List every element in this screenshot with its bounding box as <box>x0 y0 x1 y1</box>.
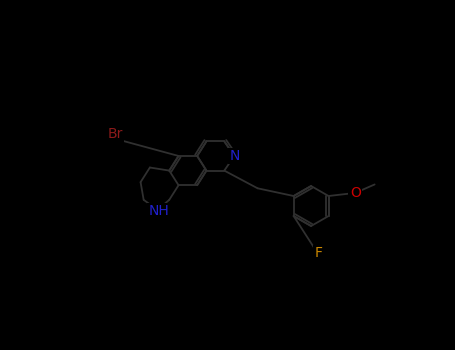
Text: N: N <box>229 149 239 163</box>
Text: O: O <box>350 186 361 200</box>
Text: F: F <box>315 246 323 260</box>
Text: NH: NH <box>149 204 170 218</box>
Text: Br: Br <box>107 127 123 141</box>
